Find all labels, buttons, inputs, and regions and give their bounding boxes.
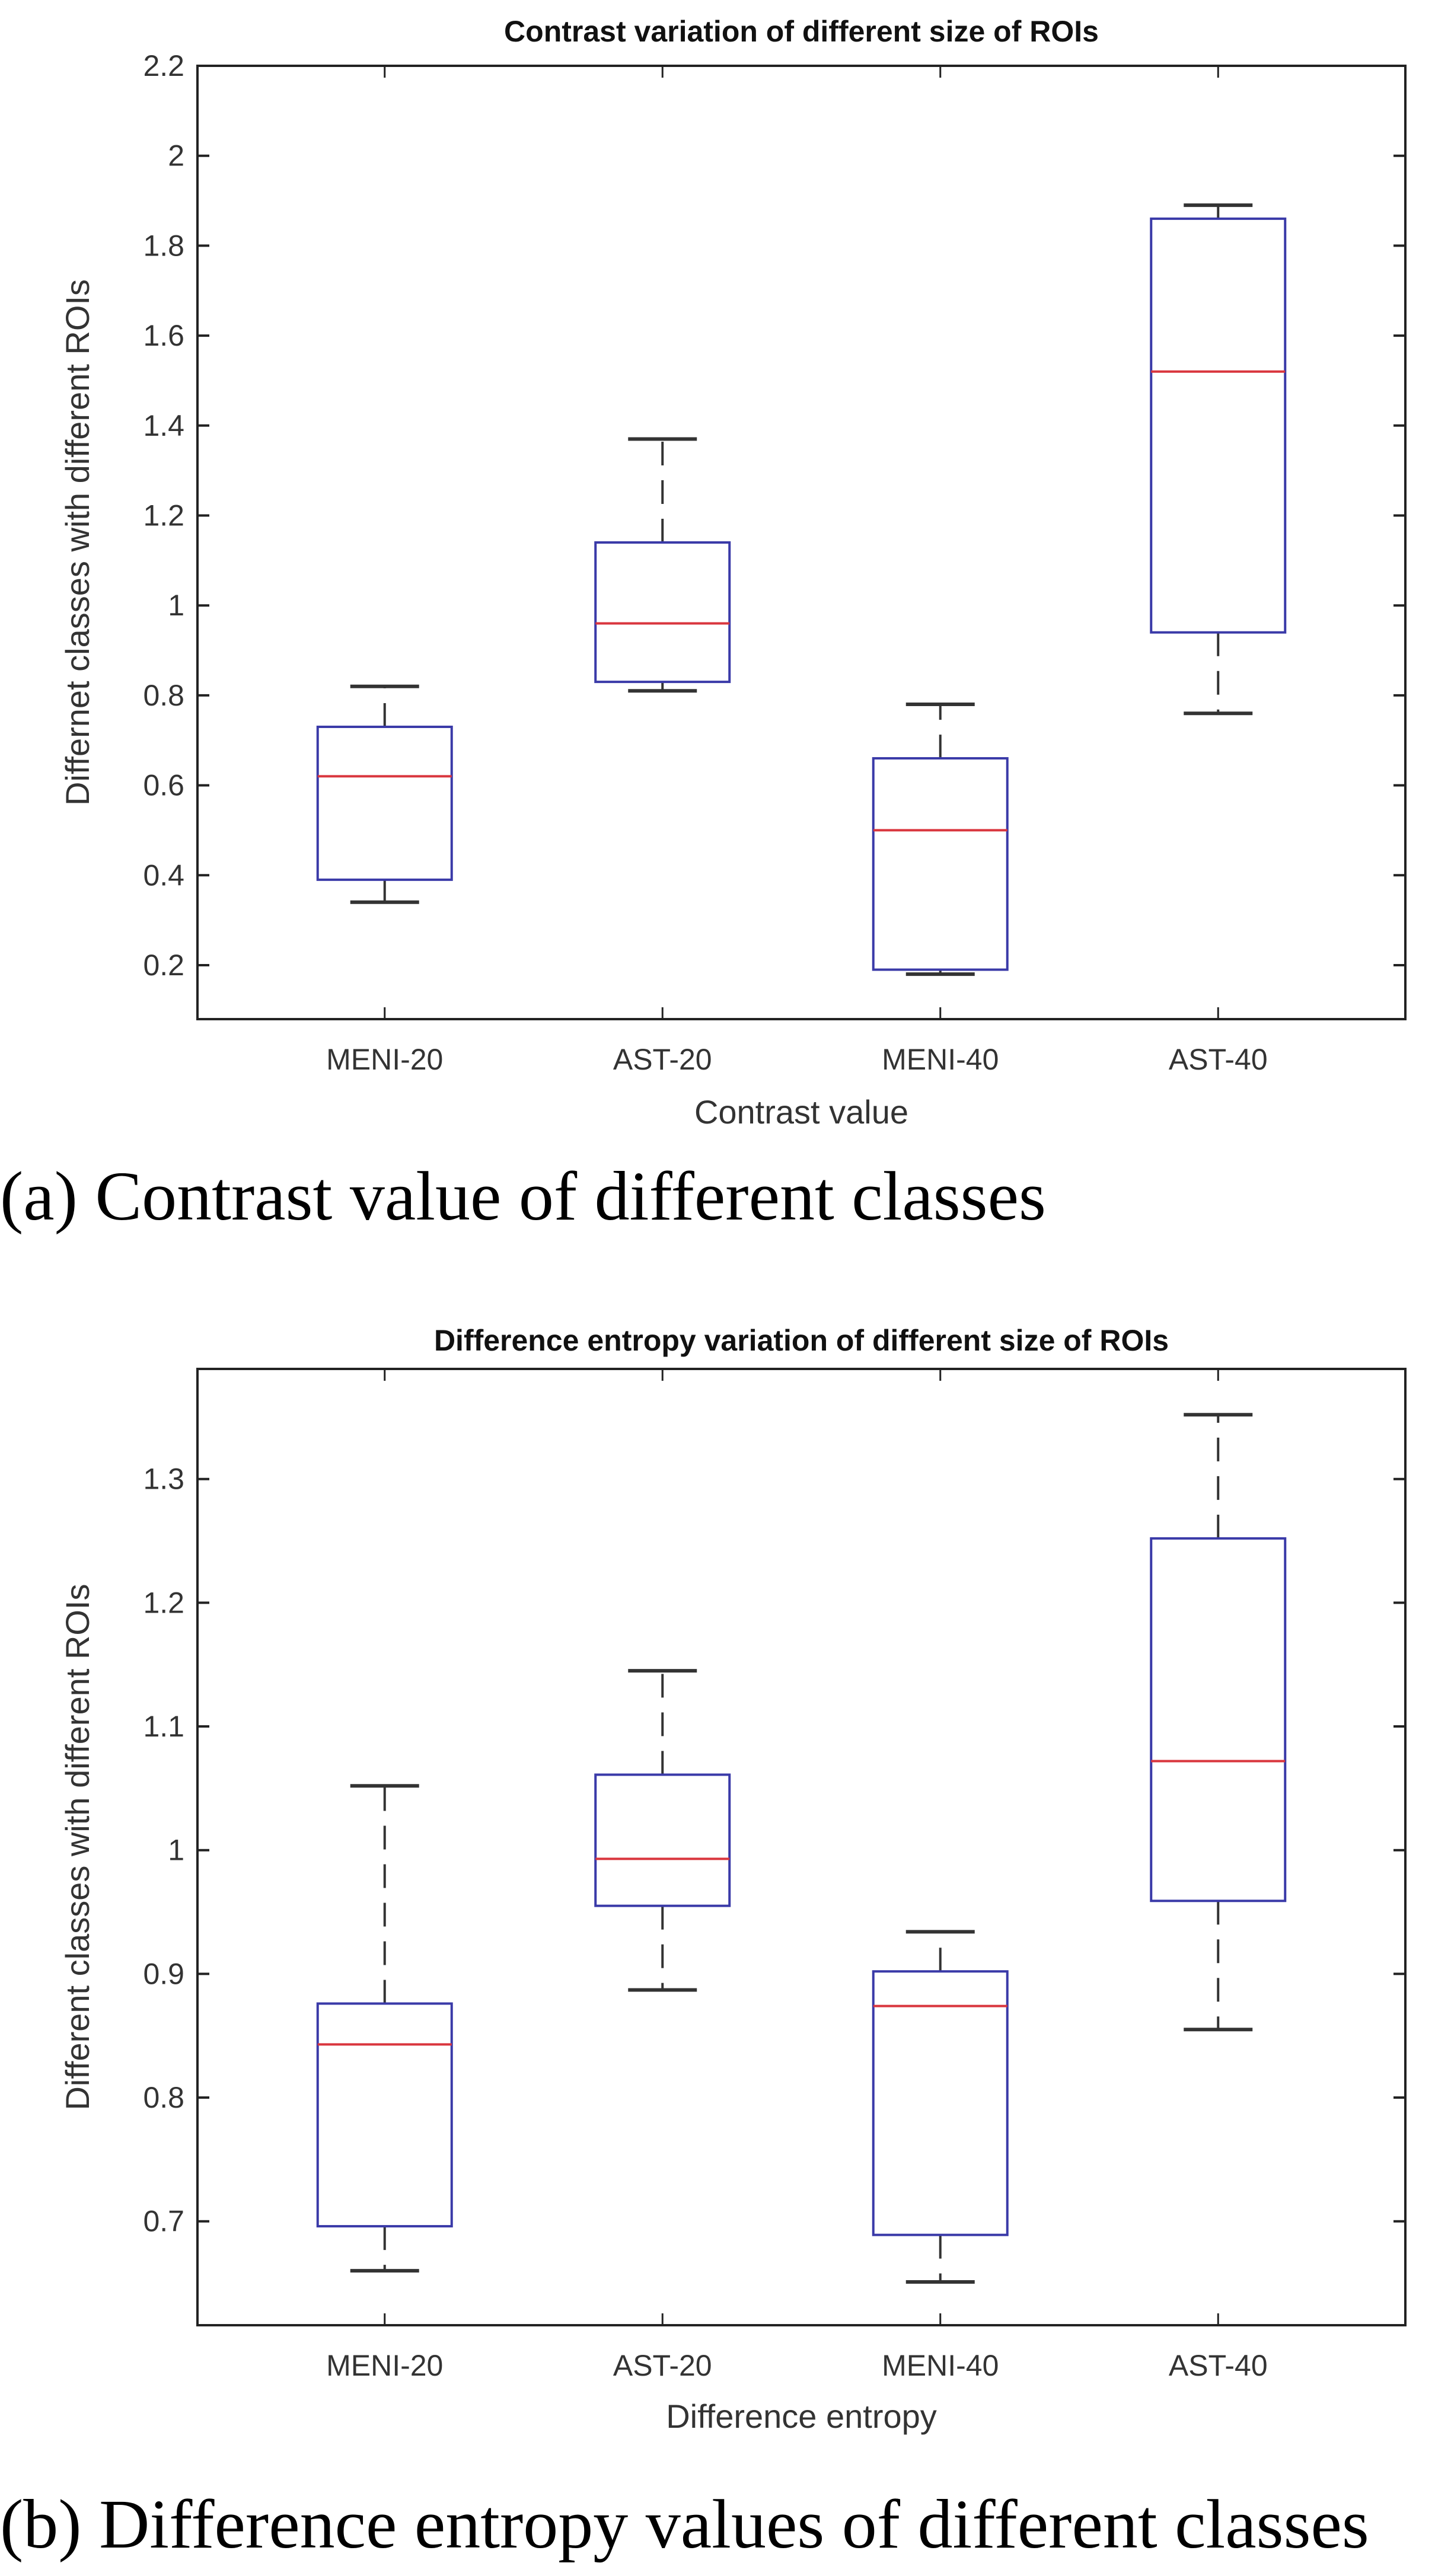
x-tick-label: AST-40 <box>1169 1043 1268 1076</box>
x-tick-label: AST-20 <box>613 2349 712 2382</box>
y-tick-label: 1.2 <box>143 1586 184 1619</box>
iqr-box <box>594 1773 731 1907</box>
x-axis-label: Contrast value <box>694 1093 908 1131</box>
y-tick-label: 0.7 <box>143 2205 184 2238</box>
iqr-box <box>872 1970 1009 2236</box>
y-tick-label: 2.2 <box>143 49 184 82</box>
chart-contrast: Contrast variation of different size of … <box>59 15 1407 1131</box>
box-meni-20 <box>316 1784 453 2273</box>
box-meni-40 <box>872 1930 1009 2284</box>
y-tick-label: 2 <box>168 139 184 173</box>
y-tick-label: 0.9 <box>143 1957 184 1990</box>
y-tick-label: 1.2 <box>143 499 184 532</box>
y-tick-label: 0.6 <box>143 769 184 802</box>
x-tick-label: AST-20 <box>613 1043 712 1076</box>
iqr-box <box>1150 1537 1287 1903</box>
y-tick-label: 0.4 <box>143 858 184 892</box>
y-tick-label: 0.8 <box>143 2081 184 2114</box>
x-tick-label: AST-40 <box>1169 2349 1268 2382</box>
box-meni-40 <box>872 703 1009 976</box>
box-ast-40 <box>1150 203 1287 716</box>
y-tick-label: 1 <box>168 1834 184 1867</box>
plot-frame <box>196 1368 1407 2326</box>
iqr-box <box>316 2002 453 2228</box>
x-tick-label: MENI-20 <box>326 1043 443 1076</box>
caption-a: (a) Contrast value of different classes <box>0 1157 1046 1235</box>
chart-title: Difference entropy variation of differen… <box>434 1324 1169 1357</box>
x-tick-label: MENI-40 <box>882 2349 999 2382</box>
box-meni-20 <box>316 684 453 904</box>
y-tick-label: 0.8 <box>143 679 184 712</box>
plot-frame <box>196 65 1407 1020</box>
x-axis-label: Difference entropy <box>666 2398 937 2435</box>
y-tick-label: 1.3 <box>143 1463 184 1496</box>
y-tick-label: 0.2 <box>143 949 184 982</box>
caption-b: (b) Difference entropy values of differe… <box>0 2485 1369 2563</box>
iqr-box <box>316 725 453 881</box>
y-tick-label: 1.8 <box>143 229 184 262</box>
iqr-box <box>1150 217 1287 634</box>
iqr-box <box>872 757 1009 971</box>
chart-title: Contrast variation of different size of … <box>504 15 1099 48</box>
box-ast-20 <box>594 437 731 693</box>
y-axis-label: Different classes with different ROIs <box>59 1584 96 2110</box>
box-ast-20 <box>594 1669 731 1992</box>
x-tick-label: MENI-20 <box>326 2349 443 2382</box>
y-tick-label: 1 <box>168 589 184 622</box>
y-axis-label: Differnet classes with different ROIs <box>59 279 96 806</box>
y-tick-label: 1.6 <box>143 319 184 352</box>
y-tick-label: 1.1 <box>143 1710 184 1743</box>
iqr-box <box>594 541 731 684</box>
x-tick-label: MENI-40 <box>882 1043 999 1076</box>
y-tick-label: 1.4 <box>143 409 184 442</box>
chart-difference-entropy: Difference entropy variation of differen… <box>59 1324 1407 2435</box>
box-ast-40 <box>1150 1413 1287 2032</box>
